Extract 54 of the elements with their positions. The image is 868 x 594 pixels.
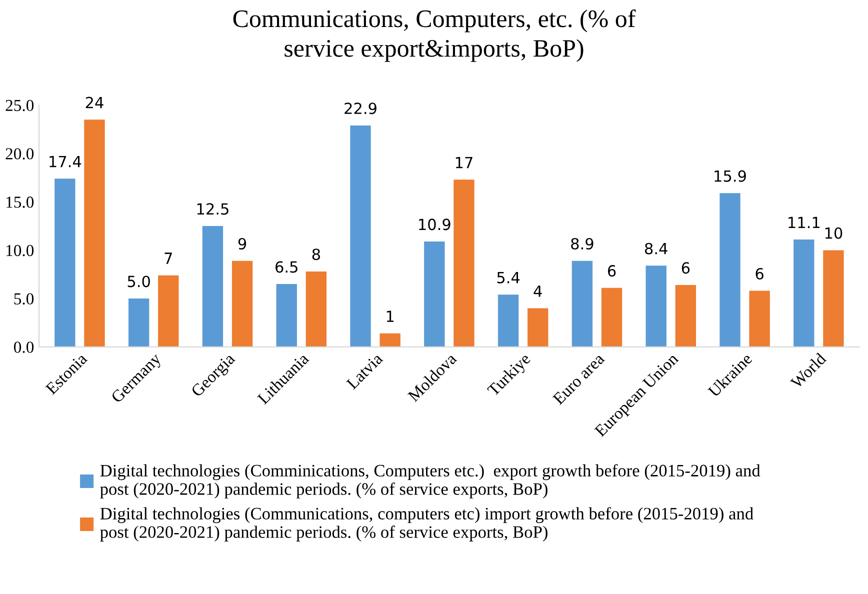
- data-label: 6: [682, 262, 690, 274]
- data-label: 11.1: [788, 216, 820, 228]
- data-label: 5.0: [128, 276, 150, 288]
- legend-label: Digital technologies (Communications, computers etc) import growth before (2015-2019) and post (2020-2021) pandemic periods. (% of service exports, BoP): [100, 507, 754, 542]
- bar: [424, 241, 445, 347]
- legend-label: Digital technologies (Comminications, Computers etc.) export growth before (2015-2019) and post (2020-2021) pandemic periods. (% of service exports, BoP): [100, 464, 760, 498]
- chart-title: Communications, Computers, etc. (% of service export&imports, BoP): [233, 9, 636, 62]
- data-label: 8.4: [644, 242, 668, 254]
- data-label: 9: [238, 238, 246, 250]
- bar: [454, 180, 474, 347]
- data-label: 17.4: [50, 156, 82, 168]
- data-label: 6: [608, 265, 616, 277]
- bar: [823, 250, 844, 347]
- bar: [158, 275, 179, 347]
- bar: [498, 294, 519, 347]
- data-label: 12.5: [197, 203, 228, 215]
- bar: [572, 260, 593, 347]
- bar: [54, 178, 76, 347]
- y-tick-label: 0.0: [14, 342, 34, 353]
- y-tick-label: 10.0: [6, 244, 34, 256]
- data-label: 6: [756, 268, 764, 280]
- y-tick-label: 15.0: [6, 196, 34, 208]
- bar: [675, 285, 696, 347]
- bar: [380, 333, 400, 347]
- x-tick-label: Euro area: [552, 352, 606, 406]
- data-label: 6.5: [276, 261, 298, 273]
- data-label: 17: [456, 156, 472, 168]
- y-tick-label: 5.0: [14, 293, 34, 305]
- data-label: 1: [386, 310, 394, 322]
- data-label: 22.9: [344, 102, 376, 114]
- bar: [202, 226, 224, 347]
- y-tick-label: 25.0: [6, 100, 34, 112]
- bar: [306, 271, 327, 347]
- bar: [128, 298, 150, 347]
- bar: [794, 240, 814, 347]
- bar: [720, 193, 740, 347]
- bar: [601, 288, 622, 347]
- bar: [646, 266, 666, 347]
- data-label: 7: [164, 252, 172, 264]
- bar: [749, 290, 770, 347]
- bar: [84, 120, 105, 347]
- bar: [232, 260, 253, 347]
- data-label: 24: [86, 96, 104, 108]
- data-label: 5.4: [497, 272, 520, 284]
- data-label: 15.9: [714, 170, 746, 182]
- data-label: 10.9: [419, 218, 450, 230]
- data-label: 4: [534, 286, 542, 297]
- y-tick-label: 20.0: [6, 148, 34, 160]
- data-label: 8: [312, 248, 320, 260]
- bar: [528, 308, 548, 347]
- data-label: 10: [825, 227, 842, 239]
- bar: [350, 125, 371, 347]
- data-label: 8.9: [571, 238, 594, 250]
- bar: [276, 284, 297, 347]
